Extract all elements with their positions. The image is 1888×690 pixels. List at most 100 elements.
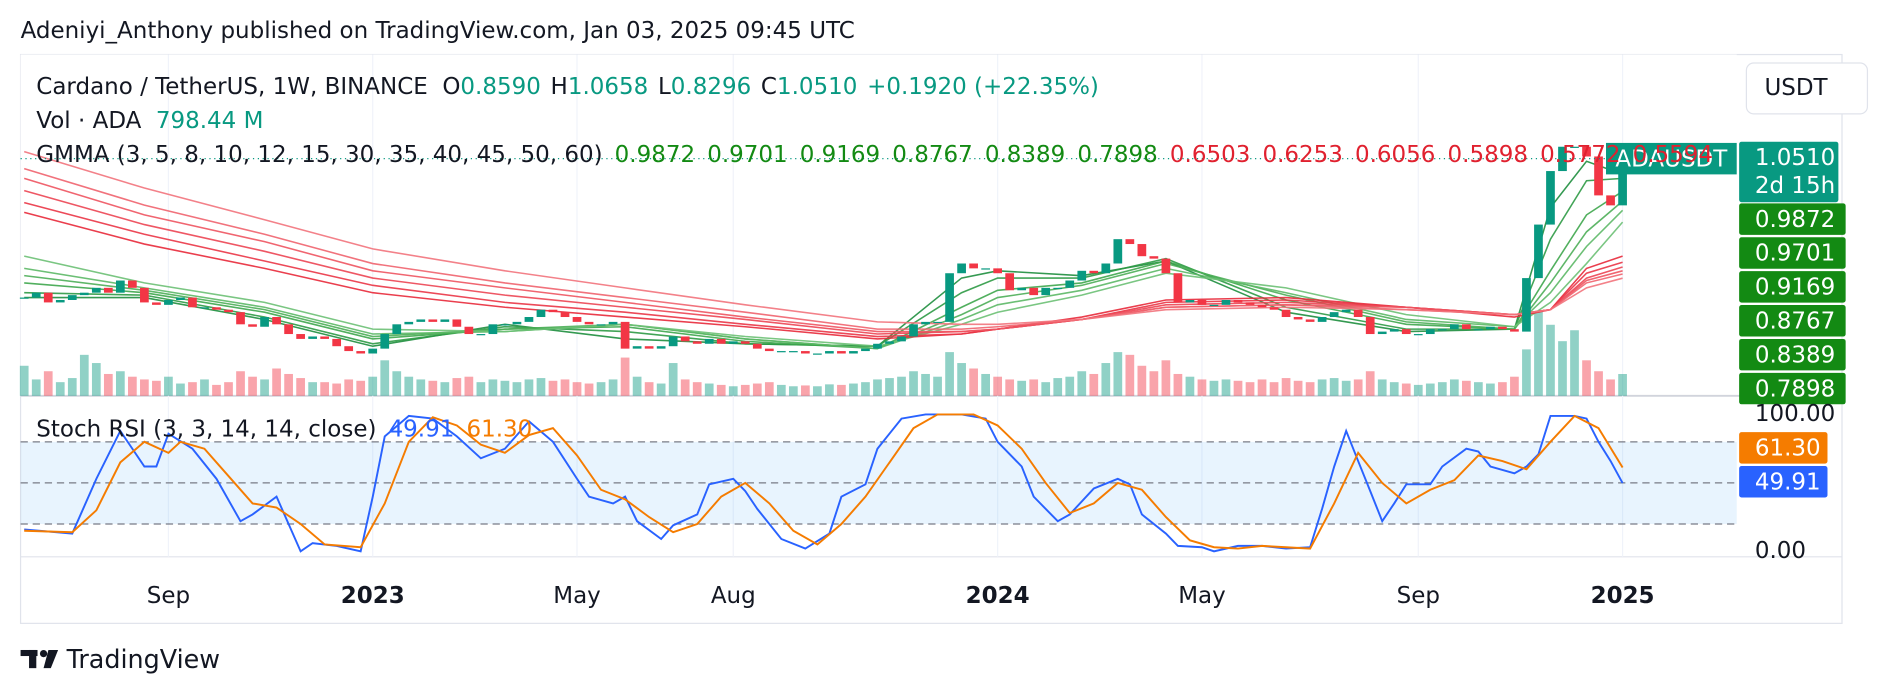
volume-bar — [969, 368, 978, 396]
volume-bar — [1029, 379, 1039, 396]
candle-body — [115, 280, 125, 293]
candle-body — [1474, 329, 1483, 331]
countdown-tag: 2d 15h — [1755, 173, 1835, 199]
volume-bar — [1017, 380, 1027, 396]
candle-body — [680, 336, 690, 342]
candle-body — [1101, 263, 1111, 274]
volume-bar — [1558, 341, 1567, 396]
ohlc-label: H — [551, 74, 568, 100]
candle-body — [740, 341, 750, 344]
volume-bar — [548, 380, 558, 396]
volume-bar — [825, 384, 834, 396]
candle-body — [764, 348, 774, 352]
candle-body — [632, 346, 642, 349]
legend-gmma: GMMA (3, 5, 8, 10, 12, 15, 30, 35, 40, 4… — [36, 141, 1713, 167]
candle-body — [704, 338, 714, 344]
volume-value: 798.44 M — [156, 108, 264, 134]
currency-button[interactable] — [1745, 62, 1869, 115]
candle-body — [644, 346, 654, 349]
volume-bar — [1125, 354, 1135, 396]
candle-body — [716, 338, 726, 344]
candle-body — [1594, 156, 1603, 196]
candle-body — [584, 321, 594, 325]
volume-bar — [584, 383, 594, 396]
candle-body — [164, 299, 173, 305]
volume-bar — [356, 380, 366, 396]
volume-bar — [704, 383, 714, 396]
gmma-tag-bg — [1739, 305, 1846, 337]
candle-body — [1510, 329, 1519, 332]
volume-bar — [320, 382, 330, 396]
candle-layer — [19, 146, 1627, 355]
candle-body — [404, 321, 414, 325]
candle-body — [560, 312, 570, 318]
volume-bar — [284, 373, 293, 396]
gmma-title: GMMA (3, 5, 8, 10, 12, 15, 30, 35, 40, 4… — [36, 141, 602, 167]
volume-bar — [1209, 380, 1219, 396]
volume-bar — [176, 383, 185, 396]
volume-bar — [1077, 371, 1087, 396]
volume-bar — [188, 382, 197, 396]
volume-bar — [885, 378, 894, 396]
volume-bar — [1510, 376, 1519, 396]
volume-bar — [716, 384, 726, 396]
volume-bar — [260, 379, 269, 396]
candle-body — [512, 321, 522, 325]
candle-body — [752, 343, 762, 349]
volume-bar — [67, 378, 77, 396]
volume-bar — [945, 352, 954, 396]
candle-body — [1029, 287, 1039, 296]
price-tag-bg — [1739, 141, 1839, 203]
volume-bar — [392, 371, 402, 396]
logo-stem — [29, 649, 37, 669]
candle-body — [1041, 287, 1051, 296]
candle-body — [128, 280, 137, 288]
volume-bar — [957, 363, 966, 396]
candle-body — [1245, 302, 1255, 305]
candle-body — [1461, 324, 1471, 330]
candle-body — [1437, 329, 1447, 331]
stoch-layer — [24, 413, 1624, 553]
gmma-value: 0.5898 — [1448, 141, 1528, 167]
volume-bar — [488, 379, 498, 396]
candle-body — [1558, 146, 1567, 172]
volume-bar — [1113, 352, 1123, 396]
gmma-line — [24, 160, 1623, 348]
gmma-tag: 0.9169 — [1755, 275, 1835, 301]
candle-body — [813, 353, 822, 355]
symbol-tag-bg — [1606, 142, 1737, 175]
price-tag: 1.0510 — [1755, 145, 1835, 171]
volume-bar — [1570, 330, 1579, 396]
volume-bar — [837, 384, 846, 396]
candle-body — [1305, 319, 1315, 322]
currency-label[interactable]: USDT — [1764, 75, 1828, 101]
volume-bar — [1305, 382, 1315, 396]
candle-body — [1197, 299, 1207, 305]
candle-body — [55, 299, 65, 303]
candle-body — [1413, 334, 1423, 336]
candle-body — [1173, 273, 1183, 303]
volume-bar — [1534, 311, 1543, 396]
gmma-value: 0.6253 — [1262, 141, 1342, 167]
gmma-layer — [23, 150, 1624, 350]
volume-bar — [464, 376, 474, 396]
candle-body — [1365, 317, 1375, 335]
volume-bar — [1329, 378, 1339, 396]
gmma-line — [24, 221, 1624, 348]
volume-bar — [103, 373, 113, 396]
volume-bar — [1065, 376, 1075, 396]
volume-bar — [1377, 379, 1387, 396]
volume-bar — [1245, 382, 1255, 396]
candle-body — [1449, 324, 1459, 330]
volume-bar — [752, 383, 762, 396]
candle-body — [861, 348, 870, 352]
candle-body — [825, 351, 834, 354]
candle-body — [488, 324, 498, 335]
volume-bar — [1498, 382, 1507, 396]
candle-body — [91, 287, 101, 293]
volume-bar — [740, 384, 750, 396]
gmma-tag: 0.8767 — [1755, 309, 1835, 335]
candle-body — [776, 351, 786, 353]
volume-bar — [19, 365, 29, 396]
